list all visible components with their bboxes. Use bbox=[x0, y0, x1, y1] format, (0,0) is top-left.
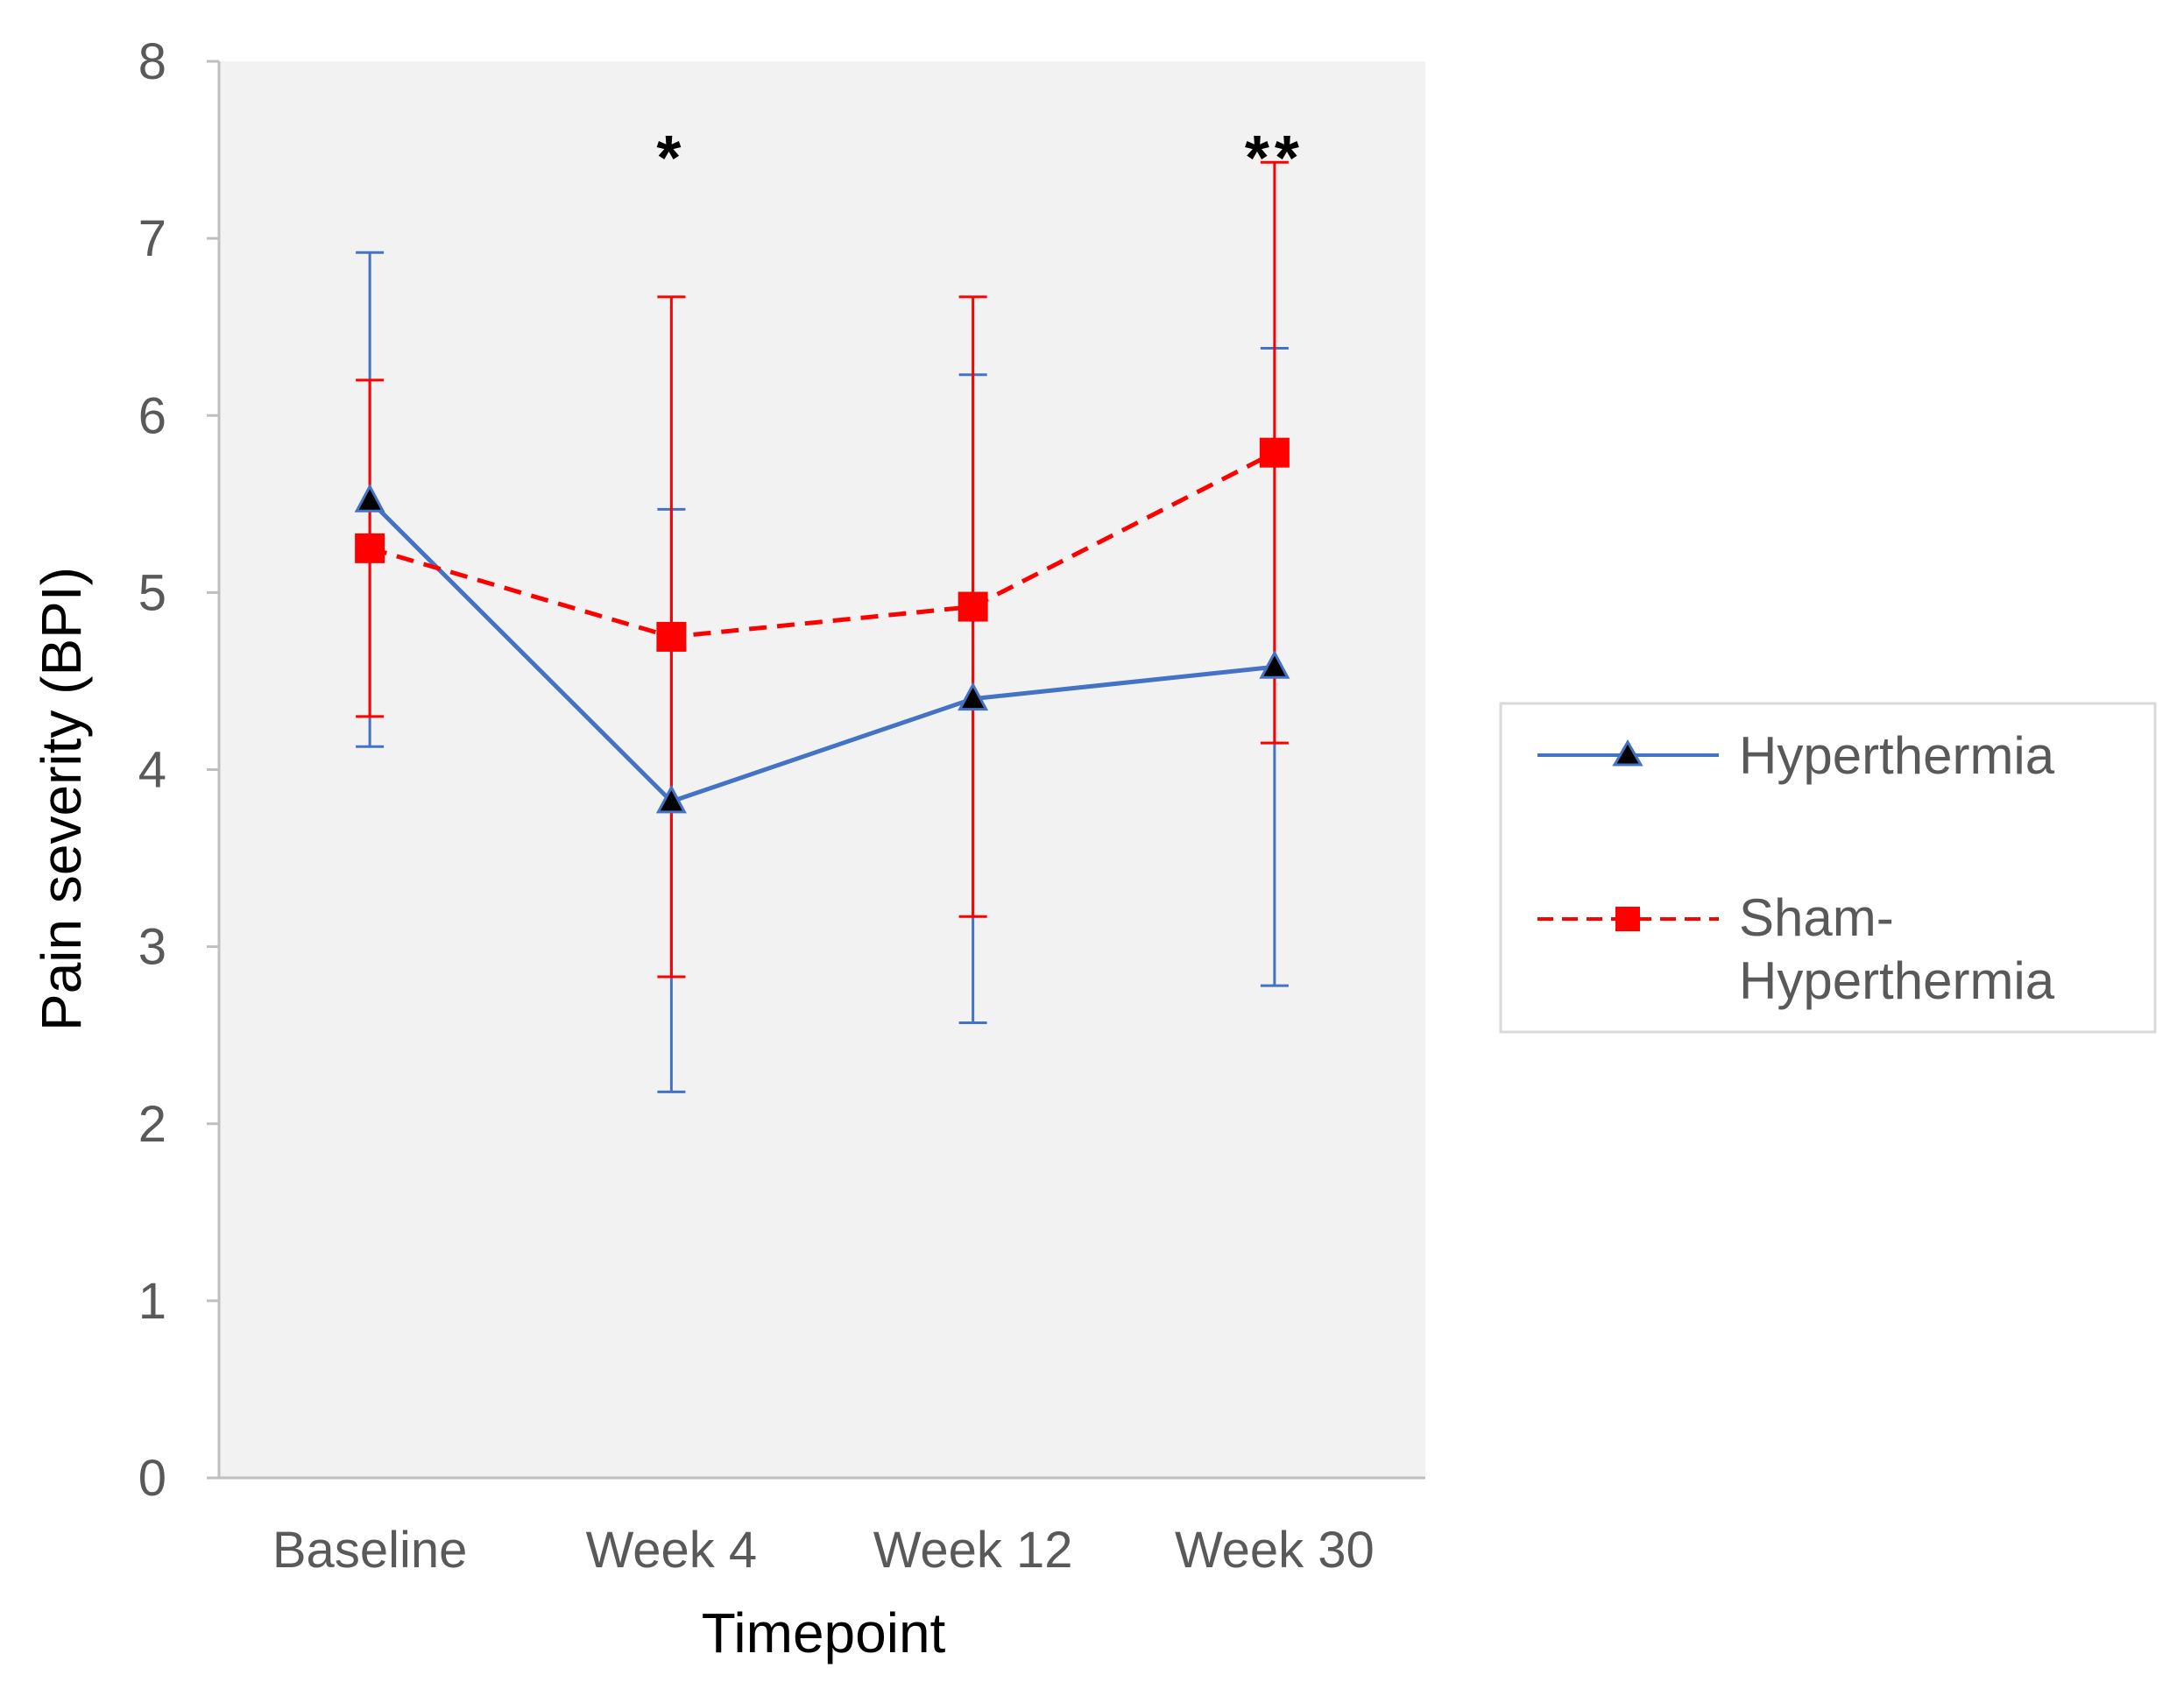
y-tick-label: 1 bbox=[138, 1273, 166, 1330]
x-tick-label: Week 12 bbox=[873, 1522, 1073, 1579]
y-tick-label: 5 bbox=[138, 564, 166, 621]
significance-marker: * bbox=[656, 124, 686, 194]
plot-area bbox=[219, 61, 1425, 1478]
legend: Hyperthermia Sham- Hyperthermia bbox=[1499, 702, 2157, 1034]
y-tick-label: 0 bbox=[138, 1450, 166, 1507]
legend-label-sham-line1: Sham- bbox=[1739, 888, 1894, 947]
significance-annotations: * ** bbox=[656, 124, 1304, 194]
series-markers bbox=[354, 437, 1290, 814]
point-hyperthermia bbox=[1259, 650, 1290, 679]
series-lines bbox=[368, 450, 1276, 804]
y-tick-labels: 0 1 2 3 4 5 6 7 8 bbox=[138, 33, 219, 1507]
legend-label-sham-line2: Hyperthermia bbox=[1739, 951, 2055, 1010]
legend-label-hyperthermia: Hyperthermia bbox=[1739, 726, 2055, 785]
legend-square-marker bbox=[1615, 907, 1640, 931]
x-tick-labels: Baseline Week 4 Week 12 Week 30 bbox=[272, 1522, 1375, 1579]
y-tick-label: 6 bbox=[138, 387, 166, 444]
y-tick-label: 2 bbox=[138, 1096, 166, 1153]
y-axis-title: Pain severity (BPI) bbox=[30, 567, 93, 1031]
point-sham bbox=[1259, 437, 1290, 468]
point-sham bbox=[656, 621, 687, 652]
y-tick-label: 8 bbox=[138, 33, 166, 90]
point-hyperthermia bbox=[958, 682, 989, 711]
point-hyperthermia bbox=[655, 784, 687, 814]
y-tick-label: 3 bbox=[138, 919, 166, 976]
series-line-sham bbox=[369, 450, 1276, 640]
x-tick-label: Week 30 bbox=[1175, 1522, 1375, 1579]
y-tick-label: 4 bbox=[138, 742, 166, 799]
x-tick-label: Week 4 bbox=[586, 1522, 758, 1579]
legend-triangle-marker bbox=[1612, 739, 1643, 767]
legend-box bbox=[1499, 702, 2157, 1034]
series-line-hyperthermia bbox=[368, 498, 1276, 804]
x-tick-label: Baseline bbox=[272, 1522, 467, 1579]
point-sham bbox=[355, 533, 385, 563]
significance-marker: ** bbox=[1245, 124, 1304, 194]
x-axis-title: Timepoint bbox=[702, 1601, 946, 1664]
point-hyperthermia bbox=[354, 484, 385, 512]
y-tick-label: 7 bbox=[138, 210, 166, 267]
point-sham bbox=[958, 591, 988, 622]
